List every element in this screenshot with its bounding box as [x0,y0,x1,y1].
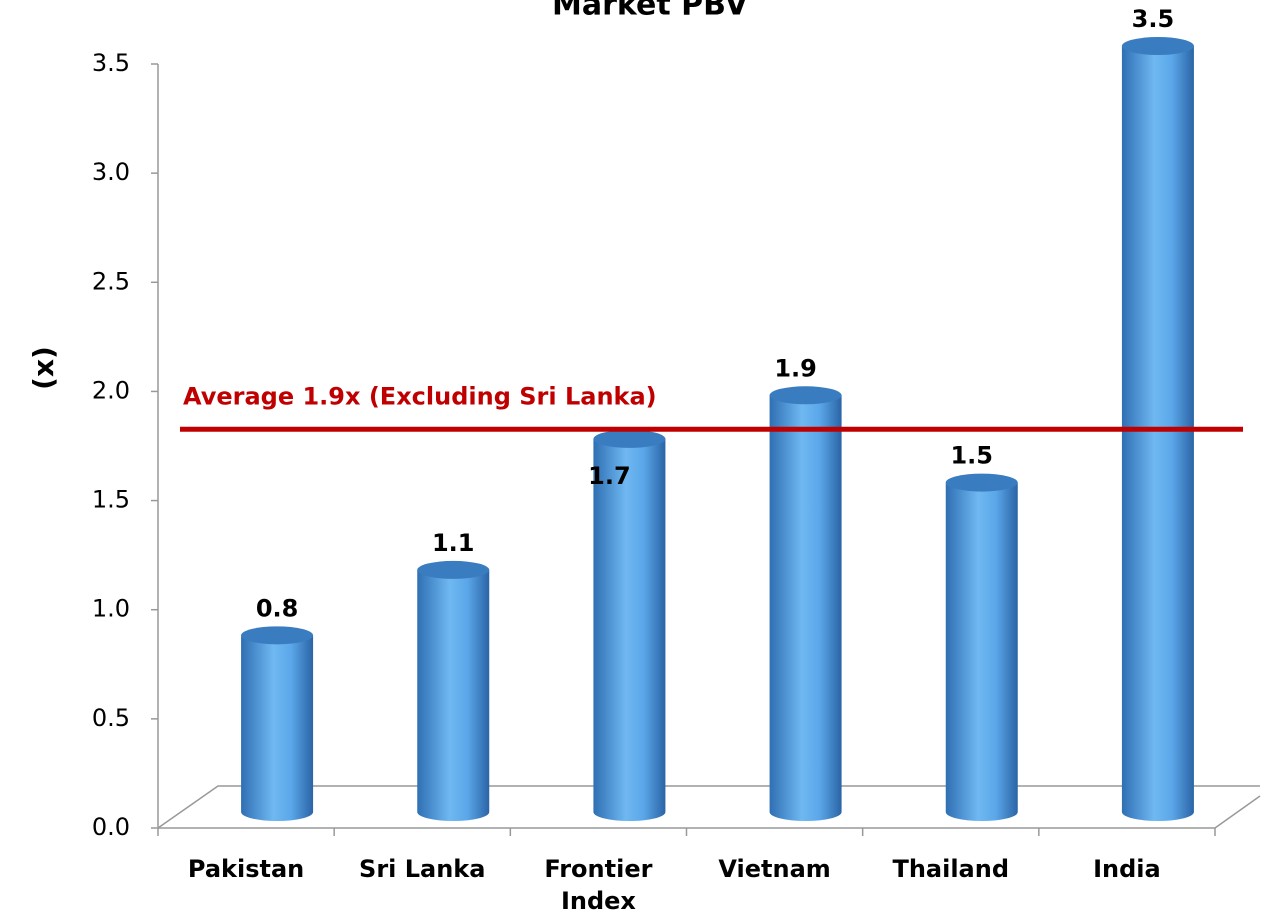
y-tick-label: 3.5 [92,49,130,77]
data-label: 1.7 [588,462,631,490]
bar-body [945,482,1018,821]
floor [157,64,1261,829]
bar-body [593,438,666,821]
chart-title: Market PBV [552,0,749,23]
bar-top [769,386,842,405]
x-tick-label: Thailand [892,855,1009,883]
y-axis-label: (x) [27,346,60,390]
bar [593,429,666,821]
bar [1121,37,1194,821]
x-tick-label: Pakistan [188,855,304,883]
y-tick-label: 0.0 [92,813,130,841]
bar [945,473,1018,821]
x-tick-label: Sri Lanka [359,855,485,883]
y-tick-label: 3.0 [92,158,130,186]
bar-body [769,395,842,821]
data-label: 1.9 [774,354,817,382]
bar [769,386,842,821]
y-tick-label: 2.0 [92,376,130,404]
bar [241,626,314,821]
reference-label: Average 1.9x (Excluding Sri Lanka) [183,382,657,410]
bar-top [241,626,314,645]
x-tick-label: Vietnam [718,855,830,883]
y-tick-label: 0.5 [92,704,130,732]
x-tick-label-line: Frontier [544,855,652,883]
x-tick-label: India [1093,855,1161,883]
data-label: 1.1 [432,529,475,557]
y-tick-label: 1.0 [92,595,130,623]
bar-top [593,429,666,448]
bar-body [417,569,490,821]
data-label: 0.8 [256,594,299,622]
x-tick-label: Frontier Index [544,855,652,915]
bar-top [417,560,490,579]
bar-body [1121,46,1194,821]
bar-top [945,473,1018,492]
data-label: 1.5 [950,442,993,470]
data-label: 3.5 [1132,5,1175,33]
x-tick-label-line: Index [561,887,636,915]
y-tick-label: 1.5 [92,486,130,514]
bar-top [1121,37,1194,55]
bar [417,560,490,821]
y-tick-label: 2.5 [92,267,130,295]
bar-body [241,635,314,821]
